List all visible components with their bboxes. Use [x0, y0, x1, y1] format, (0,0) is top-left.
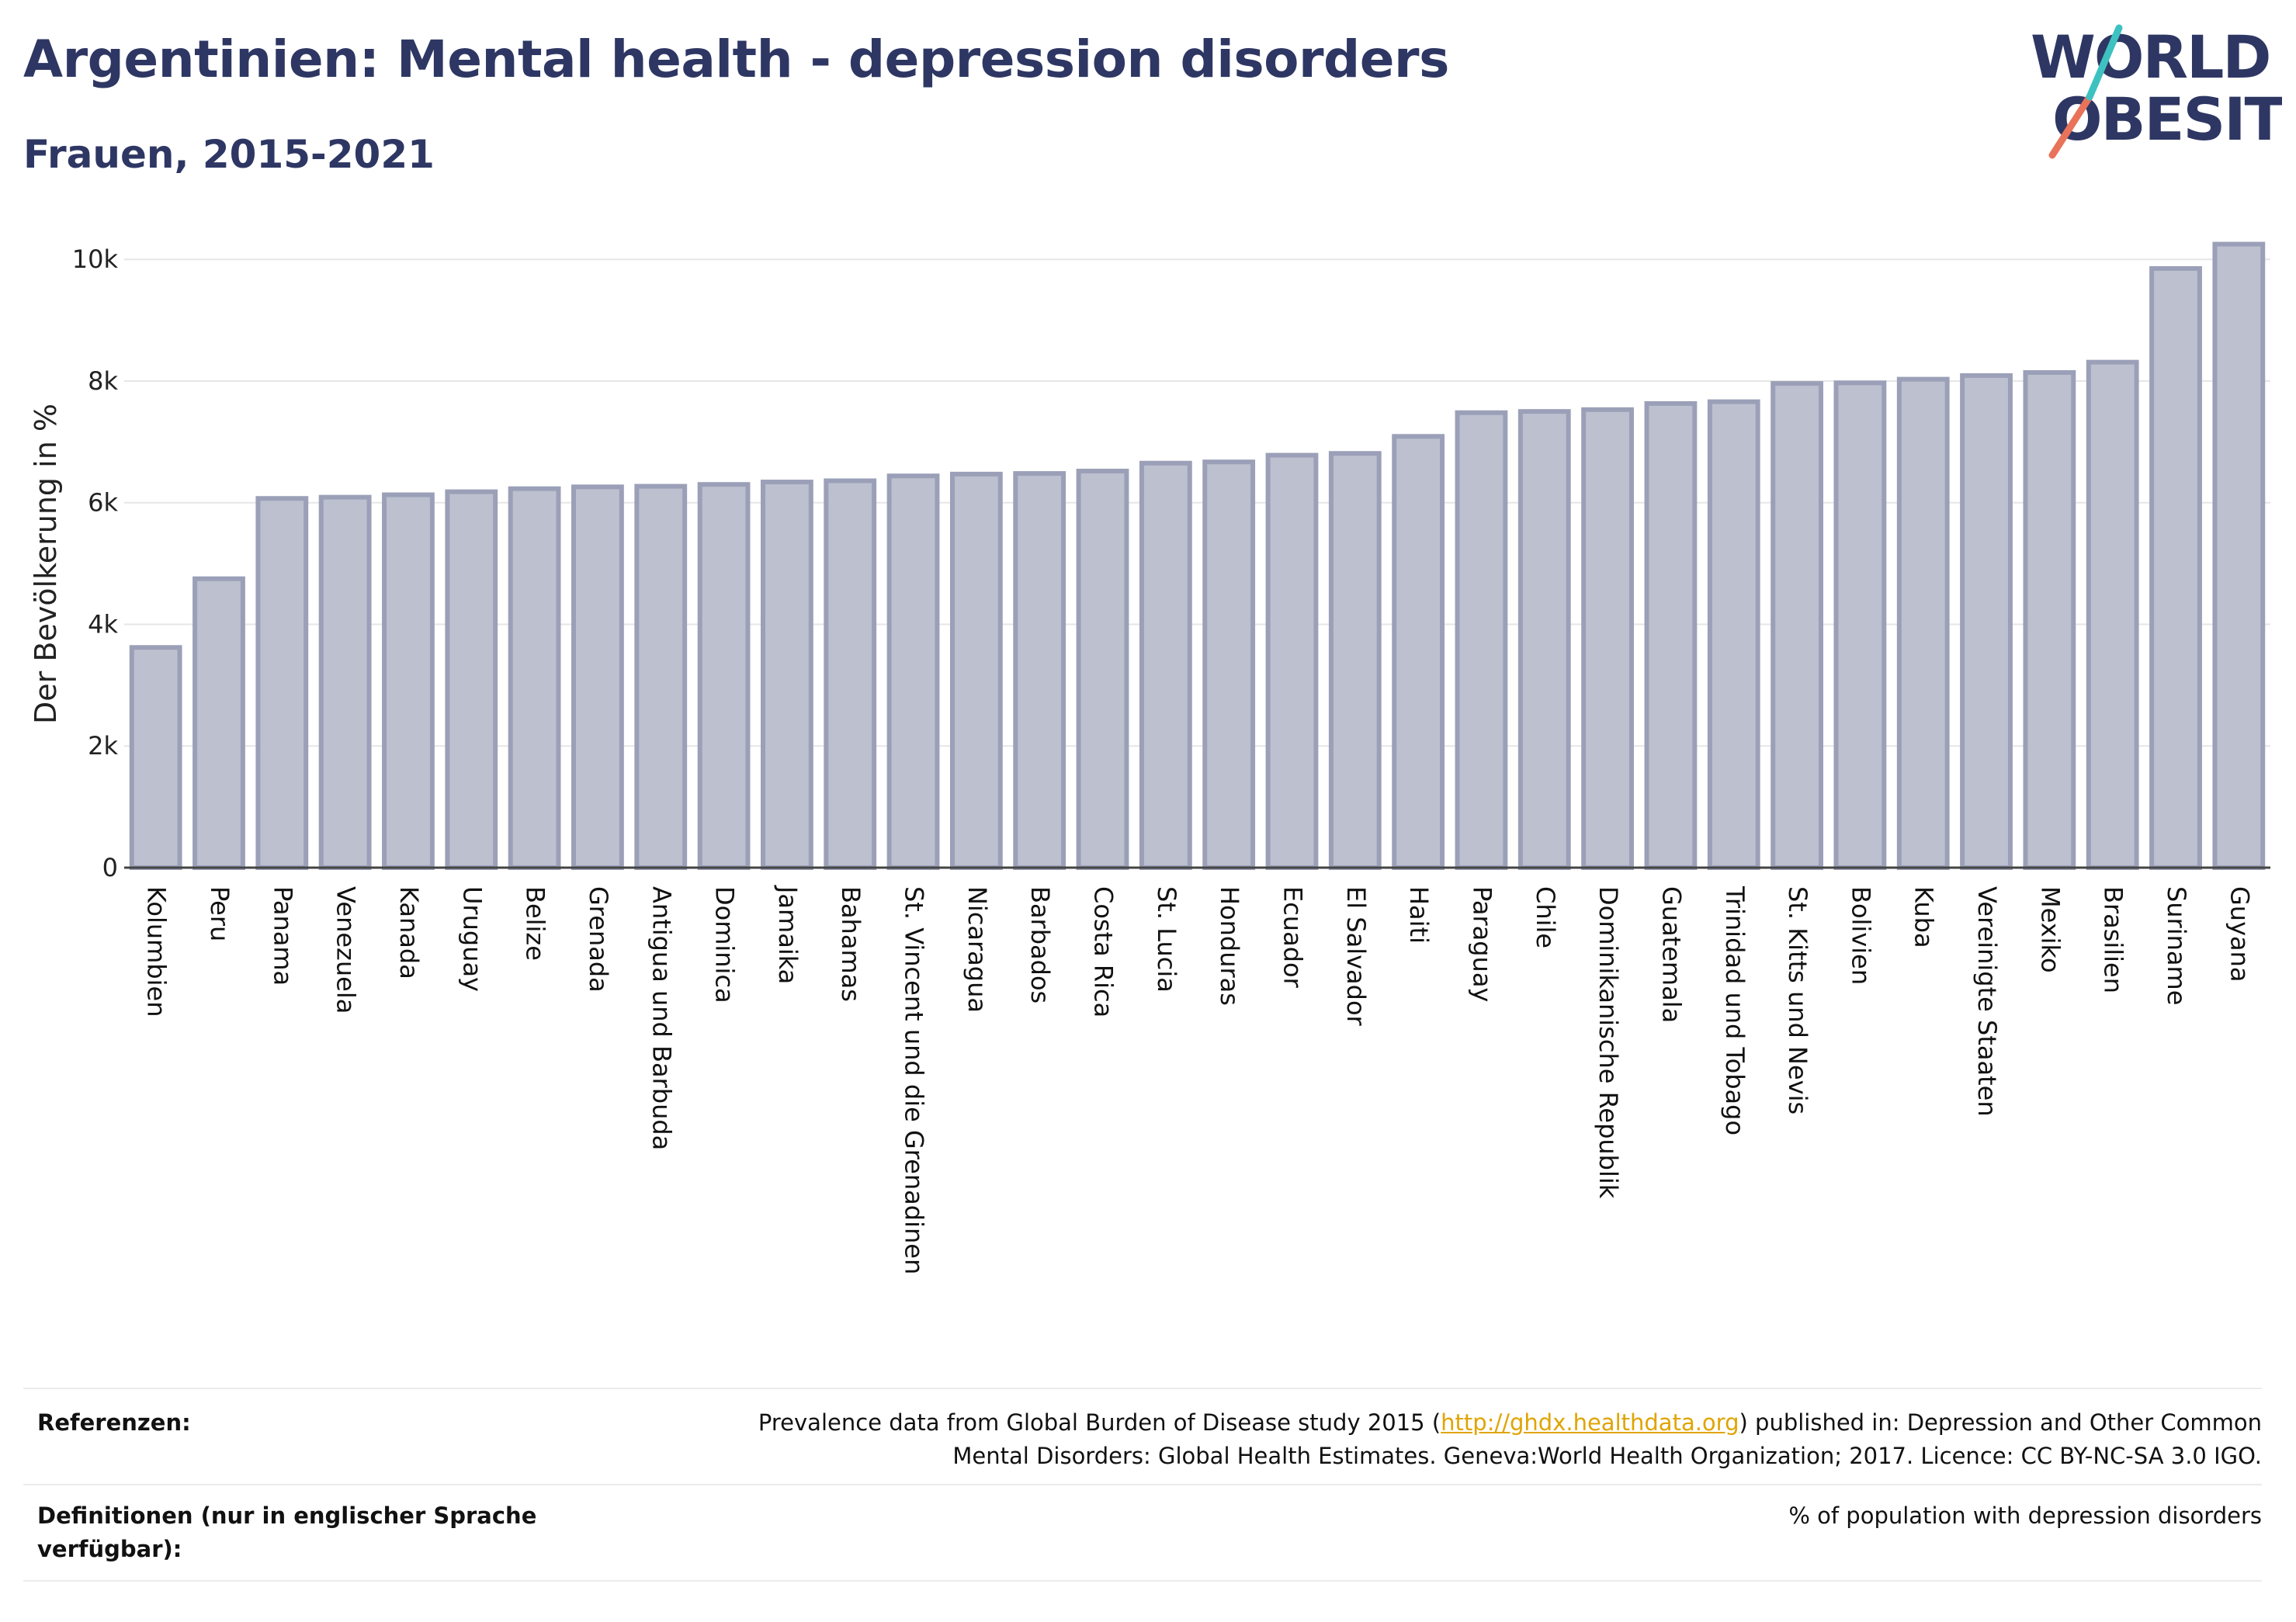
page-title: Argentinien: Mental health - depression …: [23, 29, 1449, 89]
x-category-label: Trinidad und Tobago: [1720, 886, 1750, 1135]
bar[interactable]: [382, 492, 435, 871]
x-category-label: Costa Rica: [1089, 886, 1119, 1017]
bar[interactable]: [760, 480, 813, 870]
x-category-label: Kuba: [1909, 886, 1939, 948]
chart-bars: [129, 241, 2266, 871]
references-link[interactable]: http://ghdx.healthdata.org: [1441, 1409, 1739, 1436]
references-text-start: Prevalence data from Global Burden of Di…: [758, 1409, 1441, 1436]
page-subtitle: Frauen, 2015-2021: [23, 132, 435, 177]
bar[interactable]: [2086, 359, 2139, 870]
bar[interactable]: [1265, 452, 1319, 870]
bar[interactable]: [2023, 369, 2076, 870]
bar[interactable]: [1581, 407, 1635, 870]
x-category-label: Bolivien: [1846, 886, 1875, 985]
bar[interactable]: [1076, 468, 1129, 870]
bar[interactable]: [634, 483, 688, 871]
x-category-label: St. Lucia: [1152, 886, 1181, 993]
bar[interactable]: [1202, 459, 1256, 870]
bar[interactable]: [886, 473, 940, 871]
footer-divider: [23, 1580, 2262, 1582]
x-category-label: Ecuador: [1278, 886, 1307, 989]
x-category-label: Antigua und Barbuda: [647, 886, 676, 1150]
bar[interactable]: [1707, 399, 1760, 870]
x-category-label: Dominikanische Republik: [1594, 886, 1623, 1199]
x-category-label: Honduras: [1215, 886, 1244, 1006]
x-category-label: Uruguay: [457, 886, 487, 992]
y-tick-label: 2k: [88, 731, 118, 761]
bar[interactable]: [1517, 409, 1571, 870]
x-category-label: Chile: [1531, 886, 1560, 948]
footer-divider: [23, 1484, 2262, 1485]
bar[interactable]: [129, 645, 182, 870]
x-category-label: Peru: [205, 886, 234, 941]
bar[interactable]: [508, 486, 561, 870]
x-axis-categories: Kolumbien Peru Panama Venezuela Kanada Urugua…: [142, 885, 2255, 1274]
bar[interactable]: [1013, 471, 1066, 870]
x-category-label: Panama: [268, 886, 297, 986]
references-row: Referenzen: Prevalence data from Global …: [23, 1402, 2262, 1479]
y-axis-label: Der Bevölkerung in %: [29, 404, 63, 724]
bar[interactable]: [318, 494, 372, 870]
y-tick-label: 10k: [72, 244, 119, 274]
bar[interactable]: [2212, 241, 2266, 871]
bar-chart: 0 2k 4k 6k 8k 10k Kolumbien Peru Panama Venezuel…: [29, 241, 2270, 1274]
y-tick-label: 8k: [88, 366, 118, 396]
references-text-end: ) published in: Depression and Other Com…: [1739, 1409, 2263, 1436]
bar[interactable]: [1644, 400, 1698, 870]
x-category-label: Guatemala: [1656, 886, 1686, 1023]
bar[interactable]: [255, 496, 309, 870]
logo-line1: WORLD: [2031, 23, 2270, 92]
x-category-label: Vereinigte Staaten: [1972, 886, 2002, 1117]
x-category-label: St. Vincent und die Grenadinen: [900, 886, 929, 1274]
bar[interactable]: [192, 576, 245, 870]
footer-divider: [23, 1388, 2262, 1389]
bar[interactable]: [445, 489, 498, 870]
x-category-label: El Salvador: [1341, 886, 1371, 1027]
bar[interactable]: [1328, 451, 1382, 870]
references-label: Referenzen:: [37, 1409, 191, 1436]
x-category-label: St. Kitts und Nevis: [1783, 886, 1812, 1114]
bar[interactable]: [2149, 265, 2202, 870]
definitions-label: Definitionen (nur in englischer Sprache …: [37, 1502, 537, 1562]
y-tick-label: 0: [102, 853, 118, 882]
x-category-label: Brasilien: [2099, 886, 2128, 993]
y-tick-label: 4k: [88, 609, 118, 639]
y-axis-ticks: 0 2k 4k 6k 8k 10k: [72, 244, 119, 882]
x-category-label: Bahamas: [836, 886, 865, 1002]
logo-slash-upper: [2086, 24, 2123, 101]
x-category-label: Barbados: [1025, 886, 1055, 1003]
bar[interactable]: [1392, 434, 1445, 870]
definitions-text: % of population with depression disorder…: [1788, 1502, 2262, 1529]
logo-slash-lower: [2048, 93, 2093, 159]
x-category-label: Guyana: [2225, 886, 2254, 983]
bar[interactable]: [1139, 460, 1192, 870]
x-category-label: Jamaika: [773, 885, 803, 984]
bar[interactable]: [949, 471, 1003, 870]
x-category-label: Dominica: [710, 886, 740, 1003]
x-category-label: Haiti: [1404, 886, 1434, 944]
references-text-line2: Mental Disorders: Global Health Estimate…: [952, 1443, 2262, 1469]
y-tick-label: 6k: [88, 488, 118, 518]
x-category-label: Nicaragua: [962, 886, 992, 1013]
x-category-label: Belize: [521, 886, 550, 961]
x-category-label: Mexiko: [2035, 886, 2065, 973]
bar[interactable]: [824, 478, 877, 870]
bar[interactable]: [1833, 380, 1887, 870]
world-obesity-logo: WORLD OBESITY: [2031, 23, 2282, 159]
x-category-label: Grenada: [584, 886, 613, 993]
bar[interactable]: [697, 482, 751, 870]
bar[interactable]: [1455, 410, 1508, 870]
bar[interactable]: [571, 484, 624, 871]
bar[interactable]: [1960, 373, 2013, 871]
x-category-label: Kolumbien: [142, 886, 172, 1017]
x-category-label: Kanada: [394, 886, 424, 979]
x-category-label: Venezuela: [331, 886, 361, 1014]
x-category-label: Paraguay: [1467, 886, 1497, 1002]
bar[interactable]: [1771, 381, 1823, 870]
definitions-row: Definitionen (nur in englischer Sprache …: [23, 1498, 2262, 1575]
x-category-label: Suriname: [2162, 886, 2191, 1005]
bar[interactable]: [1896, 376, 1950, 870]
references-text: Prevalence data from Global Burden of Di…: [632, 1406, 2262, 1473]
